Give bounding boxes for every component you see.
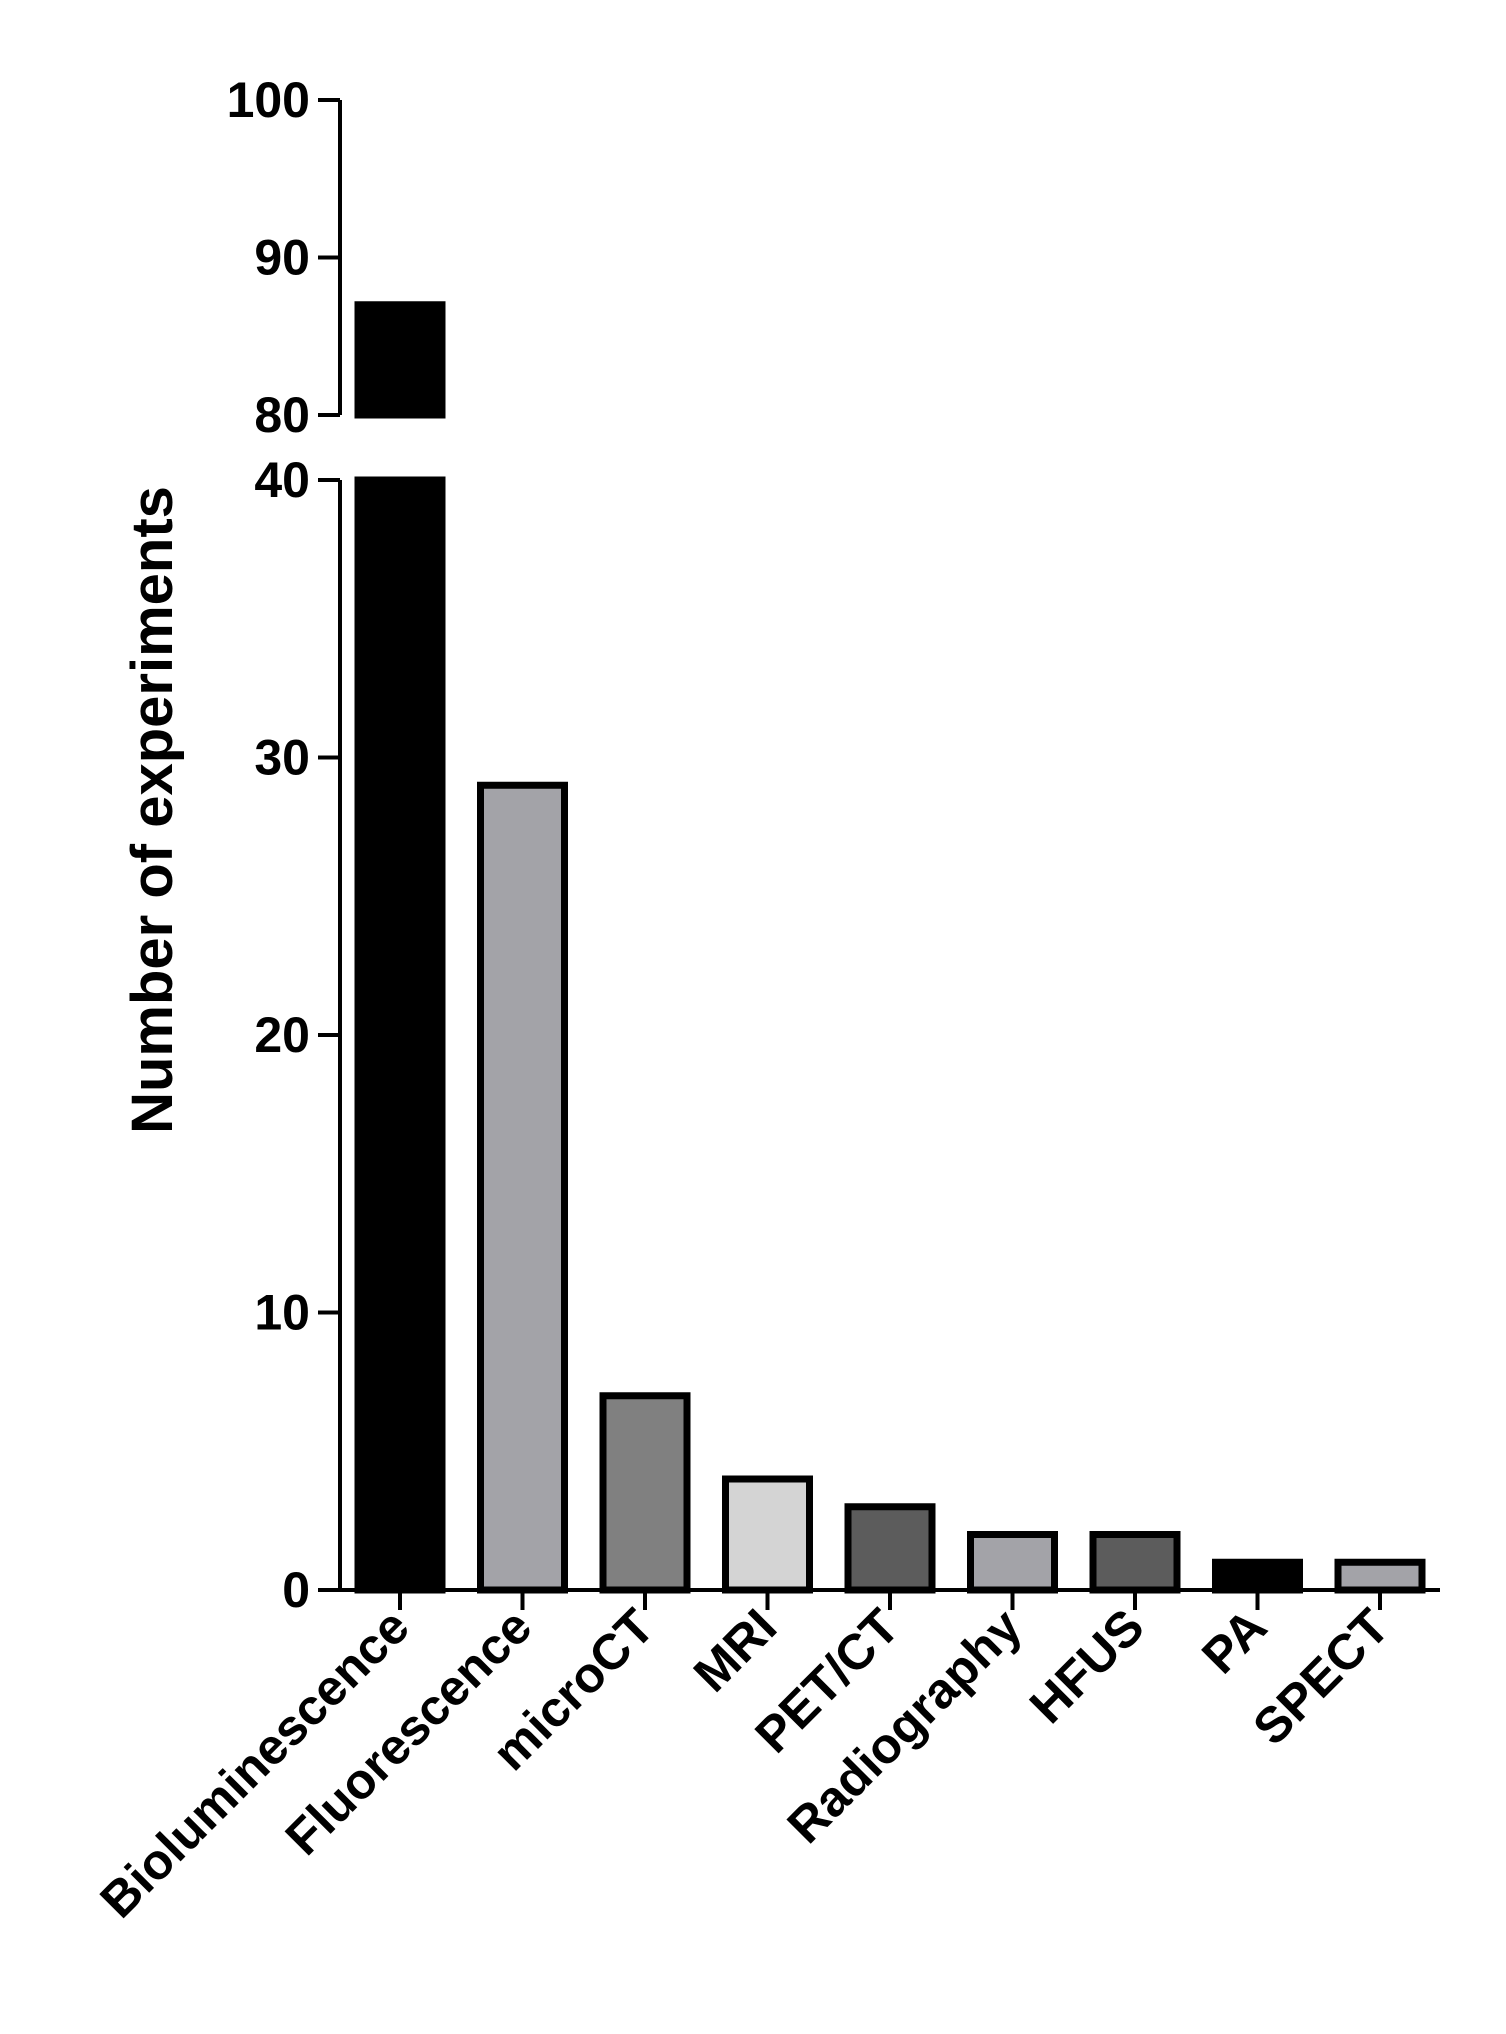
y-tick-label-30: 30: [254, 730, 310, 786]
bars-group: [354, 301, 1426, 1594]
bar-bioluminescence-upper: [354, 301, 446, 419]
x-tick-label-hfus: HFUS: [1019, 1598, 1155, 1734]
x-tick-label-mri: MRI: [683, 1598, 787, 1702]
y-tick-label-20: 20: [254, 1007, 310, 1063]
bar-microct: [599, 1392, 691, 1594]
y-tick-label-10: 10: [254, 1285, 310, 1341]
y-tick-label-0: 0: [282, 1562, 310, 1618]
bar-hfus: [1089, 1531, 1181, 1594]
x-tick-label-pa: PA: [1191, 1598, 1277, 1684]
y-ticks-group: 0 10 20 30 40 80 90 100: [227, 72, 340, 1618]
bar-pet-ct: [844, 1503, 936, 1594]
bar-fluorescence: [477, 781, 568, 1594]
bar-mri: [722, 1475, 813, 1594]
bar-radiography: [967, 1531, 1058, 1594]
y-tick-label-90: 90: [254, 230, 310, 286]
y-axis-title: Number of experiments: [120, 486, 185, 1134]
y-tick-label-80: 80: [254, 387, 310, 443]
bar-bioluminescence-lower: [354, 476, 446, 1594]
x-tick-label-spect: SPECT: [1242, 1598, 1399, 1755]
y-tick-label-100: 100: [227, 72, 310, 128]
bar-spect: [1334, 1558, 1426, 1594]
y-tick-label-40: 40: [254, 452, 310, 508]
bar-pa: [1212, 1558, 1303, 1594]
